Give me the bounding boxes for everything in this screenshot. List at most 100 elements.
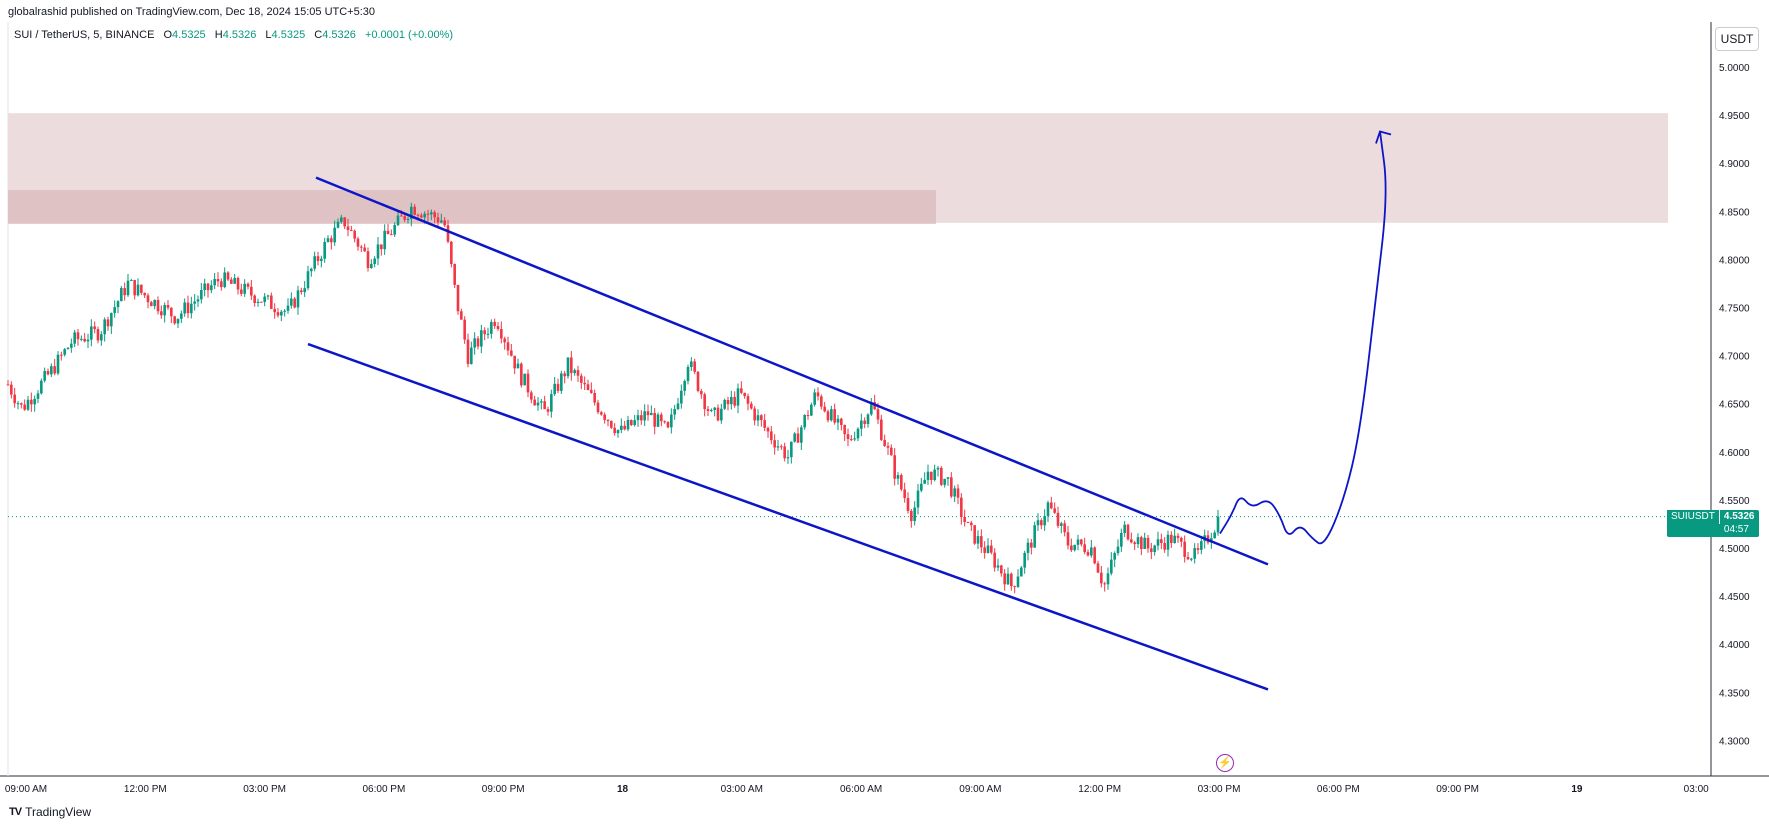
- candle-body: [683, 381, 686, 391]
- candle-body: [1043, 516, 1046, 526]
- candle-body: [1060, 523, 1063, 526]
- candle-body: [96, 329, 100, 341]
- candle-body: [1100, 572, 1103, 584]
- candle-body: [160, 311, 163, 316]
- candle-body: [543, 401, 546, 410]
- candle-body: [773, 440, 776, 448]
- price-tag-countdown: 04:57: [1723, 524, 1749, 535]
- candle-body: [413, 206, 416, 215]
- y-tick-label: 4.3000: [1719, 736, 1750, 747]
- low-label: L: [265, 29, 272, 41]
- candle-body: [526, 373, 530, 393]
- x-tick-label: 12:00 PM: [1078, 784, 1121, 795]
- x-tick-label: 03:00 AM: [721, 784, 763, 795]
- candle-body: [1160, 539, 1163, 544]
- candle-body: [326, 238, 330, 242]
- candle-body: [960, 497, 963, 518]
- candle-body: [136, 284, 140, 296]
- candle-body: [173, 316, 176, 324]
- candle-body: [780, 446, 783, 448]
- candle-body: [676, 403, 680, 410]
- candle-body: [926, 471, 930, 480]
- candle-body: [870, 402, 873, 415]
- candle-body: [843, 424, 846, 435]
- candle-body: [370, 263, 373, 269]
- candle-body: [656, 414, 660, 427]
- candle-body: [323, 241, 326, 259]
- candle-body: [266, 295, 270, 297]
- candle-body: [446, 225, 450, 242]
- candle-body: [653, 412, 656, 427]
- candle-body: [933, 469, 936, 481]
- candle-body: [443, 220, 446, 226]
- candle-body: [46, 371, 50, 375]
- y-tick-label: 4.7000: [1719, 352, 1750, 363]
- candle-body: [200, 289, 203, 300]
- candle-body: [280, 311, 283, 316]
- candle-body: [640, 415, 643, 421]
- y-tick-label: 4.3500: [1719, 688, 1750, 699]
- candle-body: [163, 305, 166, 316]
- projection-arrowhead: [1375, 130, 1392, 144]
- x-tick-label: 09:00 AM: [5, 784, 47, 795]
- candle-body: [1146, 537, 1150, 549]
- candle-body: [63, 349, 66, 355]
- candle-body: [300, 290, 303, 293]
- x-tick-label: 09:00 PM: [482, 784, 525, 795]
- candle-body: [380, 244, 383, 250]
- candle-body: [186, 302, 190, 314]
- candle-body: [756, 415, 760, 421]
- candle-body: [1036, 520, 1040, 526]
- y-tick-label: 4.4000: [1719, 640, 1750, 651]
- candle-body: [856, 428, 860, 439]
- candle-body: [360, 246, 363, 248]
- candle-body: [20, 403, 23, 405]
- price-tag-price: 4.5326: [1723, 511, 1755, 522]
- candle-body: [43, 371, 46, 381]
- y-tick-label: 4.7500: [1719, 304, 1750, 315]
- candle-body: [1136, 537, 1140, 545]
- lightning-icon[interactable]: ⚡: [1216, 754, 1234, 772]
- candle-body: [180, 313, 183, 319]
- channel-upper-line: [315, 176, 1269, 566]
- candle-body: [806, 414, 810, 416]
- candle-body: [1016, 576, 1020, 587]
- candle-body: [973, 525, 976, 544]
- candle-body: [406, 218, 410, 220]
- candle-body: [863, 420, 866, 424]
- candle-body: [716, 407, 720, 421]
- candle-body: [866, 414, 870, 424]
- candle-body: [286, 305, 290, 311]
- candle-body: [203, 283, 206, 290]
- candle-body: [920, 483, 923, 491]
- candle-body: [1073, 544, 1076, 551]
- candle-body: [363, 247, 366, 252]
- symbol-name[interactable]: SUI / TetherUS, 5, BINANCE: [14, 29, 155, 41]
- candle-body: [420, 215, 423, 218]
- brand[interactable]: TV TradingView: [9, 805, 91, 819]
- candle-body: [566, 357, 570, 377]
- x-tick-label: 06:00 PM: [1317, 784, 1360, 795]
- candle-body: [116, 301, 120, 308]
- candle-body: [593, 392, 596, 403]
- last-price-tag: SUIUSDT 4.5326 04:57: [1667, 510, 1759, 537]
- candle-body: [130, 280, 133, 282]
- candle-body: [510, 350, 513, 356]
- candle-body: [1190, 558, 1193, 560]
- candle-body: [153, 300, 156, 307]
- candle-body: [393, 225, 396, 235]
- candle-body: [1013, 586, 1016, 588]
- candle-body: [210, 285, 213, 291]
- candle-body: [893, 455, 896, 479]
- candle-body: [353, 230, 356, 239]
- candle-body: [1086, 552, 1090, 556]
- candle-body: [23, 404, 26, 410]
- candle-body: [283, 310, 286, 312]
- x-tick-label: 12:00 PM: [124, 784, 167, 795]
- candle-body: [193, 301, 196, 304]
- candle-body: [923, 479, 926, 484]
- candle-body: [66, 347, 70, 350]
- currency-unit-button[interactable]: USDT: [1715, 27, 1759, 51]
- candle-body: [276, 312, 280, 316]
- candle-body: [906, 497, 910, 511]
